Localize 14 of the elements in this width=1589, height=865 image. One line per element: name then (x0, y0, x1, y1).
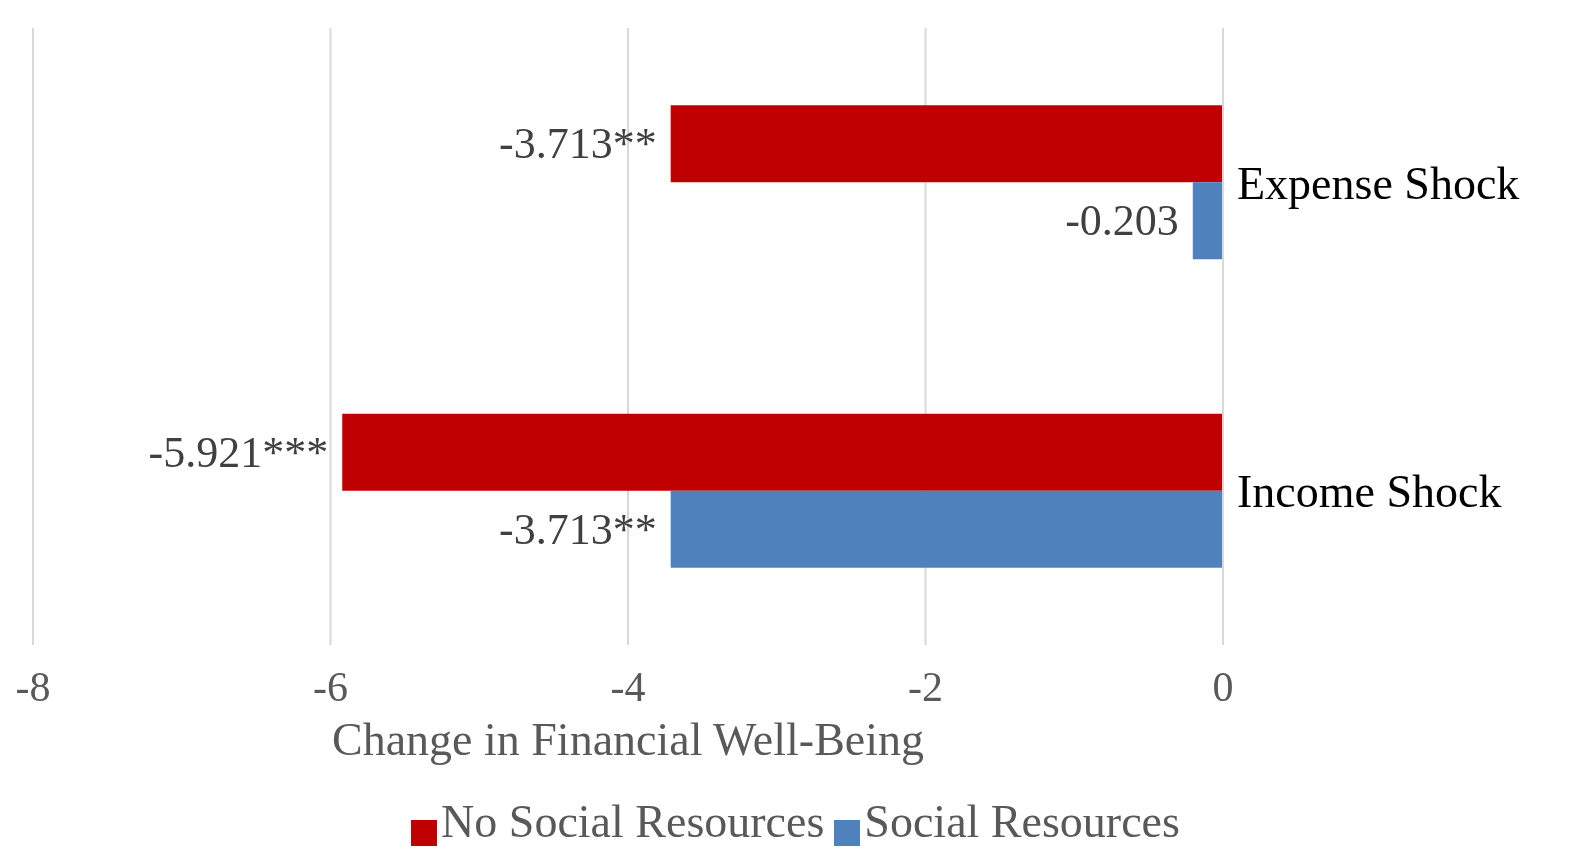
x-axis-title: Change in Financial Well-Being (331, 714, 925, 765)
x-tick-label: -4 (610, 663, 646, 710)
data-label: -0.203 (1065, 196, 1179, 246)
x-tick-label: -6 (313, 663, 348, 710)
data-label: -3.713** (499, 504, 657, 554)
x-tick-label: -8 (15, 663, 51, 710)
legend-label: Social Resources (864, 796, 1180, 847)
x-tick-label: 0 (1212, 663, 1234, 710)
data-label: -5.921*** (148, 427, 329, 477)
legend-label: No Social Resources (441, 796, 825, 847)
y-tick-label: Expense Shock (1237, 157, 1520, 209)
data-label: -3.713** (499, 119, 657, 169)
x-tick-label: -2 (908, 663, 943, 710)
y-tick-label: Income Shock (1237, 466, 1502, 518)
